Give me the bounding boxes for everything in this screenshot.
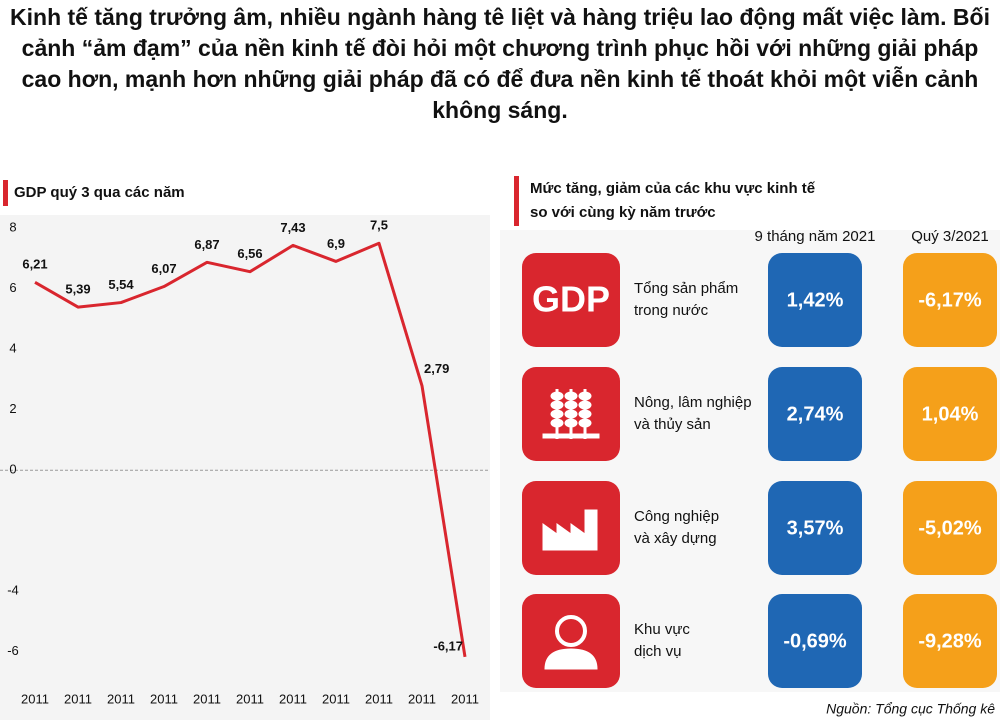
value-text: -6,17% xyxy=(918,289,982,311)
panel-title-bar xyxy=(514,176,519,226)
value-box xyxy=(903,367,997,461)
y-tick-label: -6 xyxy=(7,643,19,658)
x-tick-label: 2011 xyxy=(365,691,393,706)
source: Nguồn: Tổng cục Thống kê xyxy=(826,701,995,717)
value-box xyxy=(768,594,862,688)
wheat-grain xyxy=(550,418,564,428)
row-label: Nông, lâm nghiệp xyxy=(634,394,752,411)
wheat-grain xyxy=(550,391,564,401)
panel-title: Mức tăng, giảm của các khu vực kinh tế xyxy=(530,180,816,197)
line xyxy=(34,241,467,658)
row-label: dịch vụ xyxy=(634,643,682,660)
wheat-grain xyxy=(578,418,592,428)
value-box xyxy=(768,367,862,461)
y-tick-label: -4 xyxy=(7,583,19,598)
row-label: Tổng sản phẩm xyxy=(634,280,738,297)
wheat-grain xyxy=(564,391,578,401)
row-label: Công nghiệp xyxy=(634,508,719,525)
value-text: 3,57% xyxy=(787,517,844,539)
value-label: 5,39 xyxy=(65,282,90,297)
y-tick-label: 8 xyxy=(9,220,16,235)
value-label: 7,43 xyxy=(280,220,305,235)
icon xyxy=(542,389,600,439)
wheat-grain xyxy=(578,400,592,410)
icon-box xyxy=(522,253,620,347)
column-header: 9 tháng năm 2021 xyxy=(755,228,876,245)
x-tick-label: 2011 xyxy=(150,691,178,706)
x-tick-label: 2011 xyxy=(64,691,92,706)
value-label: 6,9 xyxy=(327,236,345,251)
y-tick-label: 2 xyxy=(9,401,16,416)
factory xyxy=(542,509,598,551)
value-label: 6,21 xyxy=(22,257,47,272)
value-text: -5,02% xyxy=(918,517,982,539)
x-tick-label: 2011 xyxy=(193,691,221,706)
wheat-grain xyxy=(564,418,578,428)
x-tick-label: 2011 xyxy=(21,691,49,706)
value-box xyxy=(903,253,997,347)
value-text: 1,42% xyxy=(787,289,844,311)
x-tick-label: 2011 xyxy=(322,691,350,706)
x-tick-label: 2011 xyxy=(451,691,479,706)
chart-background xyxy=(0,215,490,720)
value-label: 6,87 xyxy=(194,237,219,252)
row-label: Khu vực xyxy=(634,621,690,638)
row-label: và thủy sản xyxy=(634,416,711,433)
wheat-grain xyxy=(564,400,578,410)
row-label: trong nước xyxy=(634,302,709,319)
value-label: -6,17 xyxy=(433,638,463,653)
header-text: Kinh tế tăng trưởng âm, nhiều ngành hàng… xyxy=(10,4,990,123)
value-label: 5,54 xyxy=(108,277,134,292)
value-label: 7,5 xyxy=(370,218,388,233)
body xyxy=(544,648,598,670)
value-box xyxy=(768,481,862,575)
wheat-grain xyxy=(578,391,592,401)
icon xyxy=(542,509,598,551)
value-box xyxy=(903,481,997,575)
wheat-grain xyxy=(578,409,592,419)
row-label: và xây dựng xyxy=(634,530,717,547)
y-tick-label: 4 xyxy=(9,341,16,356)
title-bar xyxy=(3,180,8,206)
wheat-grain xyxy=(550,409,564,419)
x-tick-label: 2011 xyxy=(236,691,264,706)
icon-text: GDP xyxy=(532,279,610,320)
value-text: 2,74% xyxy=(787,403,844,425)
value-text: -0,69% xyxy=(783,630,847,652)
panel-title: so với cùng kỳ năm trước xyxy=(530,204,716,221)
x-tick-label: 2011 xyxy=(107,691,135,706)
chart-title: GDP quý 3 qua các năm xyxy=(14,184,185,201)
value-box xyxy=(768,253,862,347)
icon-box xyxy=(522,594,620,688)
head xyxy=(555,615,587,647)
wheat-grain xyxy=(550,400,564,410)
value-box xyxy=(903,594,997,688)
icon xyxy=(544,615,598,670)
value-text: 1,04% xyxy=(922,403,979,425)
x-tick-label: 2011 xyxy=(408,691,436,706)
value-text: -9,28% xyxy=(918,630,982,652)
field xyxy=(542,433,600,439)
value-label: 6,07 xyxy=(151,261,176,276)
y-tick-label: 0 xyxy=(9,462,16,477)
value-label: 2,79 xyxy=(424,361,449,376)
y-tick-label: 6 xyxy=(9,280,16,295)
x-tick-label: 2011 xyxy=(279,691,307,706)
value-label: 6,56 xyxy=(237,246,262,261)
column-header: Quý 3/2021 xyxy=(911,228,989,245)
wheat-grain xyxy=(564,409,578,419)
